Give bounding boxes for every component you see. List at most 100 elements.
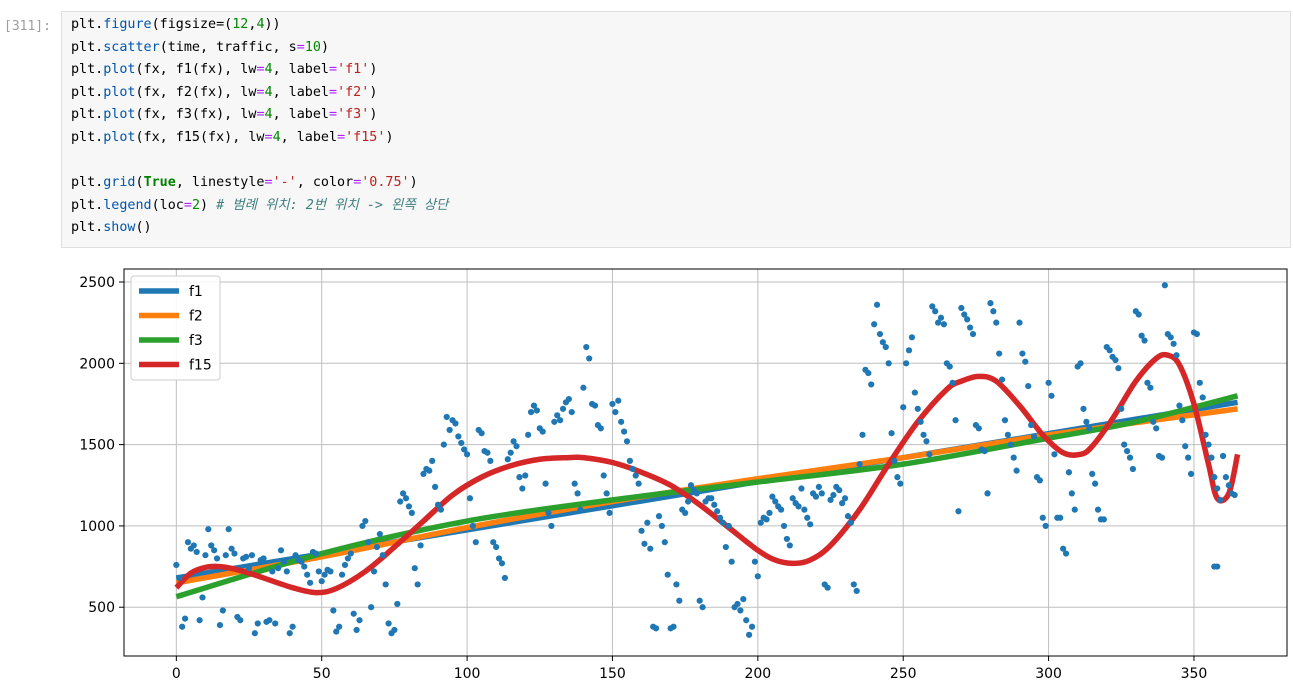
scatter-point [903, 360, 910, 367]
scatter-point [1187, 470, 1195, 477]
scatter-point [993, 319, 1000, 326]
code-token: = [329, 84, 338, 100]
scatter-point [932, 308, 939, 315]
scatter-point [751, 558, 759, 565]
scatter-point [243, 553, 250, 560]
scatter-point [237, 617, 244, 624]
scatter-point [807, 521, 814, 528]
scatter-point [196, 617, 203, 624]
scatter-point [216, 622, 224, 629]
scatter-point [1065, 469, 1073, 476]
code-token: , label [272, 62, 329, 78]
scatter-point [225, 526, 232, 533]
code-token: , linestyle [175, 175, 265, 191]
scatter-point [929, 303, 936, 310]
code-token: legend [103, 197, 152, 213]
scatter-point [940, 321, 948, 328]
scatter-point [274, 565, 282, 572]
scatter-point [501, 574, 508, 582]
code-token: , label [280, 129, 338, 145]
code-token: plt. [71, 39, 104, 55]
scatter-point [397, 498, 404, 505]
scatter-point [812, 493, 820, 500]
scatter-point [1167, 334, 1174, 341]
scatter-point [839, 500, 846, 507]
code-token: plt. [71, 84, 104, 100]
scatter-point [882, 343, 889, 351]
scatter-point [737, 607, 744, 614]
scatter-point [798, 485, 805, 492]
scatter-point [844, 513, 852, 520]
code-editor[interactable]: plt.figure(figsize=(12,4)) plt.scatter(ti… [71, 14, 448, 240]
scatter-point [652, 625, 660, 632]
code-token: (fx, f2(fx), lw [135, 84, 257, 100]
scatter-point [1222, 474, 1230, 481]
scatter-point [917, 418, 924, 425]
scatter-point [888, 430, 895, 437]
scatter-point [1161, 282, 1168, 289]
scatter-point [298, 558, 305, 565]
code-token: = [256, 107, 265, 123]
code-token: 'f2' [337, 84, 370, 100]
scatter-point [754, 573, 761, 580]
legend-label: f15 [189, 358, 212, 374]
code-line: plt.scatter(time, traffic, s=10) [71, 37, 448, 60]
scatter-point [266, 617, 273, 624]
scatter-point [292, 552, 299, 559]
code-token: (fx, f3(fx), lw [135, 107, 257, 123]
code-token: 4 [264, 84, 273, 100]
scatter-point [312, 550, 319, 557]
scatter-point [1062, 550, 1070, 557]
scatter-point [987, 300, 994, 307]
scatter-point [728, 558, 735, 565]
scatter-point [1004, 431, 1011, 438]
legend-label: f3 [189, 333, 203, 349]
scatter-point [248, 552, 256, 559]
scatter-point [600, 472, 607, 479]
code-token: 10 [304, 39, 321, 55]
scatter-point [179, 623, 186, 630]
scatter-point [1129, 465, 1137, 473]
scatter-point [231, 550, 238, 557]
scatter-point [446, 426, 453, 434]
scatter-point [1100, 516, 1107, 523]
scatter-point [766, 509, 773, 517]
code-token: (time, traffic, s [159, 39, 297, 55]
scatter-point [1013, 467, 1020, 474]
scatter-point [394, 600, 401, 608]
scatter-point [469, 522, 476, 530]
x-tick-label: 100 [454, 666, 481, 682]
legend-label: f1 [189, 284, 203, 300]
scatter-point [1219, 452, 1227, 460]
scatter-point [647, 545, 654, 552]
scatter-point [777, 506, 785, 513]
scatter-point [998, 376, 1006, 383]
scatter-point [891, 457, 898, 464]
series-line-f3 [175, 393, 1239, 600]
scatter-point [362, 517, 369, 525]
scatter-point [1144, 379, 1151, 386]
scatter-point [673, 581, 680, 588]
code-line: plt.plot(fx, f1(fx), lw=4, label='f1') [71, 59, 448, 82]
code-cell-input[interactable]: plt.figure(figsize=(12,4)) plt.scatter(ti… [61, 11, 1291, 248]
scatter-point [658, 522, 665, 530]
code-line: plt.grid(True, linestyle='-', color='0.7… [71, 172, 448, 195]
scatter-point [356, 617, 363, 624]
code-token: = [256, 84, 265, 100]
scatter-point [513, 443, 520, 450]
scatter-point [693, 490, 700, 497]
scatter-point [684, 498, 692, 505]
scatter-point [461, 446, 468, 453]
scatter-point [565, 395, 572, 403]
code-token: , [248, 17, 257, 32]
code-token: plt. [71, 175, 104, 191]
code-token: 4 [256, 17, 265, 32]
scatter-point [856, 461, 863, 468]
scatter-point [173, 561, 180, 569]
code-token: 'f1' [337, 62, 370, 78]
code-token: , label [272, 84, 329, 100]
scatter-point [478, 430, 485, 437]
scatter-point [748, 623, 756, 630]
code-token: plot [103, 84, 136, 100]
scatter-point [984, 490, 991, 497]
